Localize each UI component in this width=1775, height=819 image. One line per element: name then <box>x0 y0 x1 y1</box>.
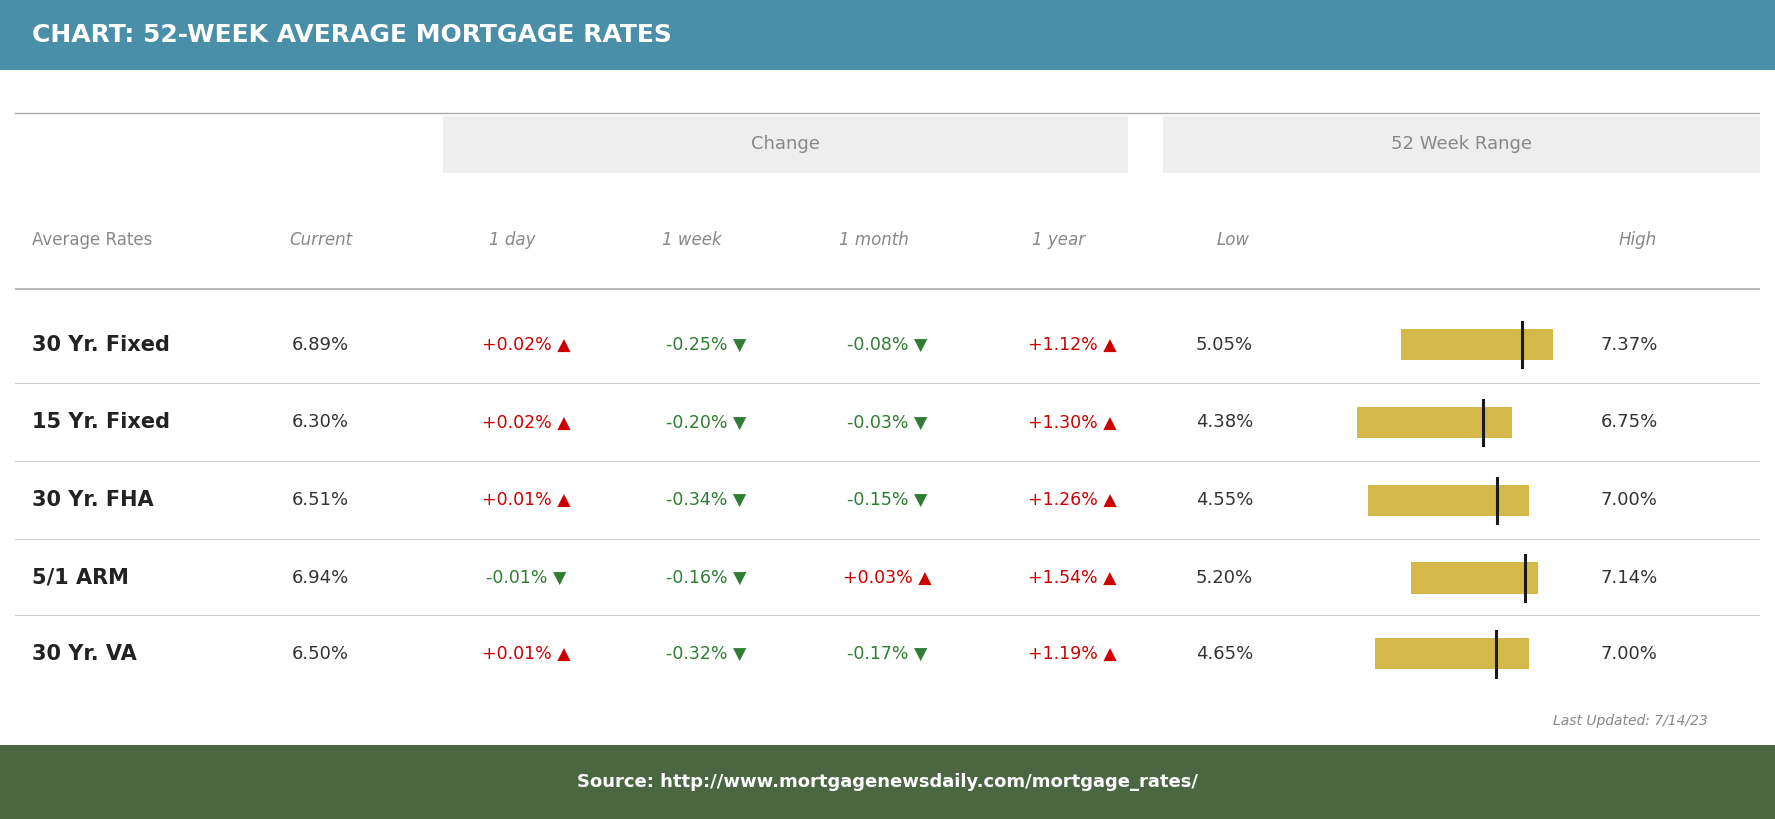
Text: Average Rates: Average Rates <box>32 231 153 249</box>
FancyBboxPatch shape <box>1369 485 1528 516</box>
Text: 15 Yr. Fixed: 15 Yr. Fixed <box>32 413 170 432</box>
Text: 1 month: 1 month <box>838 231 909 249</box>
Text: -0.34% ▼: -0.34% ▼ <box>666 491 746 509</box>
Text: 6.50%: 6.50% <box>291 645 350 663</box>
Text: +1.26% ▲: +1.26% ▲ <box>1028 491 1116 509</box>
Text: Last Updated: 7/14/23: Last Updated: 7/14/23 <box>1553 714 1708 728</box>
Text: 1 week: 1 week <box>662 231 722 249</box>
FancyBboxPatch shape <box>1358 407 1512 438</box>
Text: +0.02% ▲: +0.02% ▲ <box>483 414 570 432</box>
Text: +0.02% ▲: +0.02% ▲ <box>483 336 570 354</box>
Text: -0.16% ▼: -0.16% ▼ <box>666 569 746 587</box>
Text: 1 year: 1 year <box>1031 231 1085 249</box>
Text: +1.19% ▲: +1.19% ▲ <box>1028 645 1116 663</box>
Text: 52 Week Range: 52 Week Range <box>1392 135 1532 153</box>
Text: 4.55%: 4.55% <box>1196 491 1253 509</box>
Text: 7.00%: 7.00% <box>1601 645 1658 663</box>
Text: +0.03% ▲: +0.03% ▲ <box>843 569 932 587</box>
Text: 7.00%: 7.00% <box>1601 491 1658 509</box>
Text: 5.20%: 5.20% <box>1196 569 1253 587</box>
FancyBboxPatch shape <box>1411 563 1537 594</box>
Text: 7.14%: 7.14% <box>1601 569 1658 587</box>
Text: -0.25% ▼: -0.25% ▼ <box>666 336 746 354</box>
FancyBboxPatch shape <box>1376 638 1528 669</box>
Text: -0.32% ▼: -0.32% ▼ <box>666 645 746 663</box>
Text: 6.94%: 6.94% <box>291 569 350 587</box>
Text: 5.05%: 5.05% <box>1196 336 1253 354</box>
FancyBboxPatch shape <box>442 115 1129 173</box>
FancyBboxPatch shape <box>1400 329 1553 360</box>
Text: 30 Yr. VA: 30 Yr. VA <box>32 644 137 664</box>
Text: 6.51%: 6.51% <box>291 491 350 509</box>
Text: 6.89%: 6.89% <box>291 336 350 354</box>
Text: 30 Yr. FHA: 30 Yr. FHA <box>32 491 154 510</box>
Text: -0.17% ▼: -0.17% ▼ <box>847 645 928 663</box>
Text: CHART: 52-WEEK AVERAGE MORTGAGE RATES: CHART: 52-WEEK AVERAGE MORTGAGE RATES <box>32 23 671 47</box>
Text: 6.75%: 6.75% <box>1601 414 1658 432</box>
Text: Current: Current <box>289 231 351 249</box>
FancyBboxPatch shape <box>1163 115 1761 173</box>
Text: +0.01% ▲: +0.01% ▲ <box>483 645 570 663</box>
Text: -0.03% ▼: -0.03% ▼ <box>847 414 928 432</box>
Text: Source: http://www.mortgagenewsdaily.com/mortgage_rates/: Source: http://www.mortgagenewsdaily.com… <box>577 773 1198 791</box>
Text: 6.30%: 6.30% <box>291 414 350 432</box>
Text: 1 day: 1 day <box>490 231 536 249</box>
Text: 7.37%: 7.37% <box>1601 336 1658 354</box>
Text: 4.65%: 4.65% <box>1196 645 1253 663</box>
Text: +1.30% ▲: +1.30% ▲ <box>1028 414 1116 432</box>
Text: Change: Change <box>751 135 820 153</box>
Text: Low: Low <box>1216 231 1250 249</box>
Text: +1.12% ▲: +1.12% ▲ <box>1028 336 1116 354</box>
Text: -0.15% ▼: -0.15% ▼ <box>847 491 928 509</box>
Text: High: High <box>1619 231 1656 249</box>
Text: 30 Yr. Fixed: 30 Yr. Fixed <box>32 335 170 355</box>
Text: 4.38%: 4.38% <box>1196 414 1253 432</box>
Text: -0.20% ▼: -0.20% ▼ <box>666 414 746 432</box>
Text: 5/1 ARM: 5/1 ARM <box>32 568 130 588</box>
Text: -0.01% ▼: -0.01% ▼ <box>486 569 566 587</box>
Text: +1.54% ▲: +1.54% ▲ <box>1028 569 1116 587</box>
Text: +0.01% ▲: +0.01% ▲ <box>483 491 570 509</box>
Text: -0.08% ▼: -0.08% ▼ <box>847 336 928 354</box>
